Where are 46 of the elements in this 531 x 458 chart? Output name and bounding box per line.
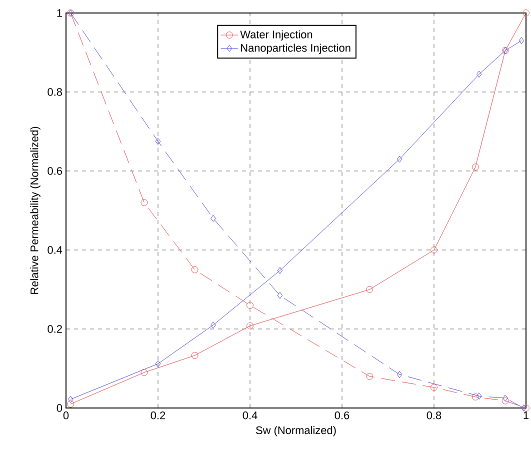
point (521, 404, 526, 412)
point (472, 393, 479, 400)
point (366, 372, 374, 380)
x-tick-label: 0.6 (334, 412, 350, 420)
y-tick-label: 0 (56, 404, 62, 412)
legend-label: Water Injection (240, 30, 312, 41)
point (140, 368, 148, 376)
x-tick-label: 0.2 (150, 412, 166, 420)
point (476, 392, 482, 400)
point (518, 37, 524, 44)
legend-label: Nanoparticles Injection (241, 44, 350, 54)
point (140, 199, 148, 206)
point (502, 397, 509, 404)
point (502, 394, 508, 402)
x-tick-label: 0.8 (426, 412, 442, 420)
point (522, 404, 530, 412)
x-tick-label: 1 (524, 412, 529, 420)
point (67, 400, 74, 408)
y-axis-title: Relative Permeability (Normalized) (30, 126, 40, 294)
x-tick-label: 0 (63, 412, 69, 420)
point (210, 214, 216, 222)
y-tick-label: 1 (57, 9, 62, 17)
point (430, 384, 438, 391)
point (155, 360, 161, 368)
point (472, 164, 479, 170)
point (68, 396, 74, 403)
point (277, 267, 283, 274)
point (277, 292, 283, 299)
y-tick-label: 0.4 (48, 246, 62, 254)
y-tick-label: 0.2 (48, 325, 62, 333)
point (476, 70, 482, 78)
y-tick-label: 0.8 (48, 88, 62, 96)
point (191, 352, 198, 359)
point (191, 266, 198, 274)
y-tick-label: 0.6 (48, 167, 62, 175)
x-axis-title: Sw (Normalized) (256, 426, 336, 436)
point (210, 322, 216, 328)
x-tick-label: 0.4 (242, 412, 258, 420)
point (155, 138, 161, 145)
point (246, 322, 254, 330)
point (246, 302, 254, 309)
point (396, 156, 402, 163)
point (366, 286, 374, 293)
point (430, 246, 438, 254)
point (522, 10, 530, 16)
point (396, 370, 402, 378)
